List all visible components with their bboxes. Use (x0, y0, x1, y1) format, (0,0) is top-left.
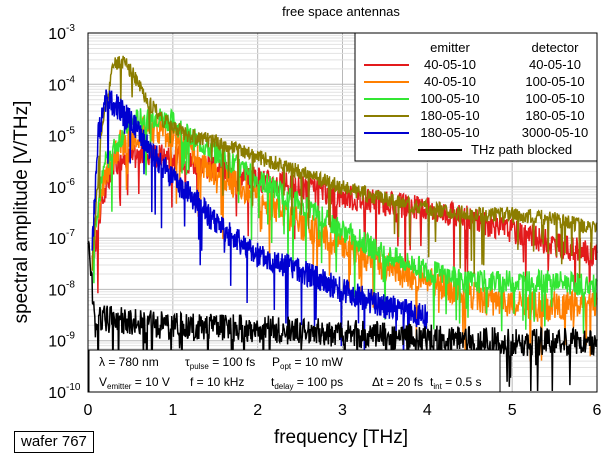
legend-header-emitter: emitter (430, 40, 470, 55)
legend-detector: 180-05-10 (525, 108, 584, 123)
y-tick-exponent: -3 (66, 23, 75, 34)
info-parameter: Popt = 10 mW (272, 355, 343, 371)
series-line-6 (87, 241, 598, 392)
y-tick-exponent: -5 (66, 126, 75, 137)
x-tick-label: 1 (168, 402, 177, 419)
y-tick-label: 10 (48, 77, 66, 94)
info-parameter: Δt = 20 fs (372, 375, 423, 389)
y-tick-label: 10 (48, 129, 66, 146)
wafer-label: wafer 767 (14, 431, 94, 453)
parameter-box: λ = 780 nm τpulse = 100 fs Popt = 10 mW Vem… (88, 349, 501, 393)
y-tick-label: 10 (48, 334, 66, 351)
x-tick-label: 2 (253, 402, 262, 419)
legend-detector: 100-05-10 (525, 74, 584, 89)
series-group (87, 55, 598, 392)
series-line-5 (91, 89, 429, 371)
y-axis-title: spectral amplitude [V/THz] (11, 101, 32, 324)
y-tick-label: 10 (48, 26, 66, 43)
info-parameter: tdelay = 100 ps (271, 375, 343, 391)
series-line-4 (91, 55, 598, 279)
legend-box (354, 32, 598, 162)
legend-emitter: 40-05-10 (424, 57, 476, 72)
y-tick-exponent: -9 (66, 331, 75, 342)
info-box (88, 349, 501, 393)
legend-emitter: 180-05-10 (420, 125, 479, 140)
y-tick-label: 10 (48, 385, 66, 402)
y-tick-exponent: -6 (66, 177, 75, 188)
info-parameter: f = 10 kHz (190, 375, 244, 389)
legend-emitter: 180-05-10 (420, 108, 479, 123)
y-tick-label: 10 (48, 282, 66, 299)
x-tick-label: 6 (593, 402, 602, 419)
chart-title: free space antennas (282, 4, 400, 19)
legend-detector: 40-05-10 (529, 57, 581, 72)
y-tick-exponent: -4 (66, 74, 75, 85)
legend-blocked-label: THz path blocked (471, 142, 572, 157)
legend: emitter detector 40-05-10 40-05-10 40-05-10 1… (354, 32, 598, 162)
info-parameter: Vemitter = 10 V (99, 375, 170, 391)
legend-header-detector: detector (532, 40, 580, 55)
y-tick-label: 10 (48, 231, 66, 248)
info-parameter: tint = 0.5 s (430, 375, 482, 391)
x-tick-label: 3 (338, 402, 347, 419)
legend-emitter: 100-05-10 (420, 91, 479, 106)
x-axis-title: frequency [THz] (274, 427, 408, 448)
y-tick-exponent: -8 (66, 279, 75, 290)
legend-detector: 3000-05-10 (522, 125, 589, 140)
info-parameter: λ = 780 nm (99, 355, 159, 369)
y-tick-exponent: -7 (66, 228, 75, 239)
x-tick-labels: 0 1 2 3 4 5 6 (84, 402, 602, 419)
y-tick-exponent: -10 (66, 382, 81, 393)
x-tick-label: 0 (84, 402, 93, 419)
x-tick-label: 4 (423, 402, 432, 419)
legend-detector: 100-05-10 (525, 91, 584, 106)
x-tick-label: 5 (508, 402, 517, 419)
y-tick-label: 10 (48, 180, 66, 197)
legend-emitter: 40-05-10 (424, 74, 476, 89)
info-parameter: τpulse = 100 fs (185, 355, 255, 371)
